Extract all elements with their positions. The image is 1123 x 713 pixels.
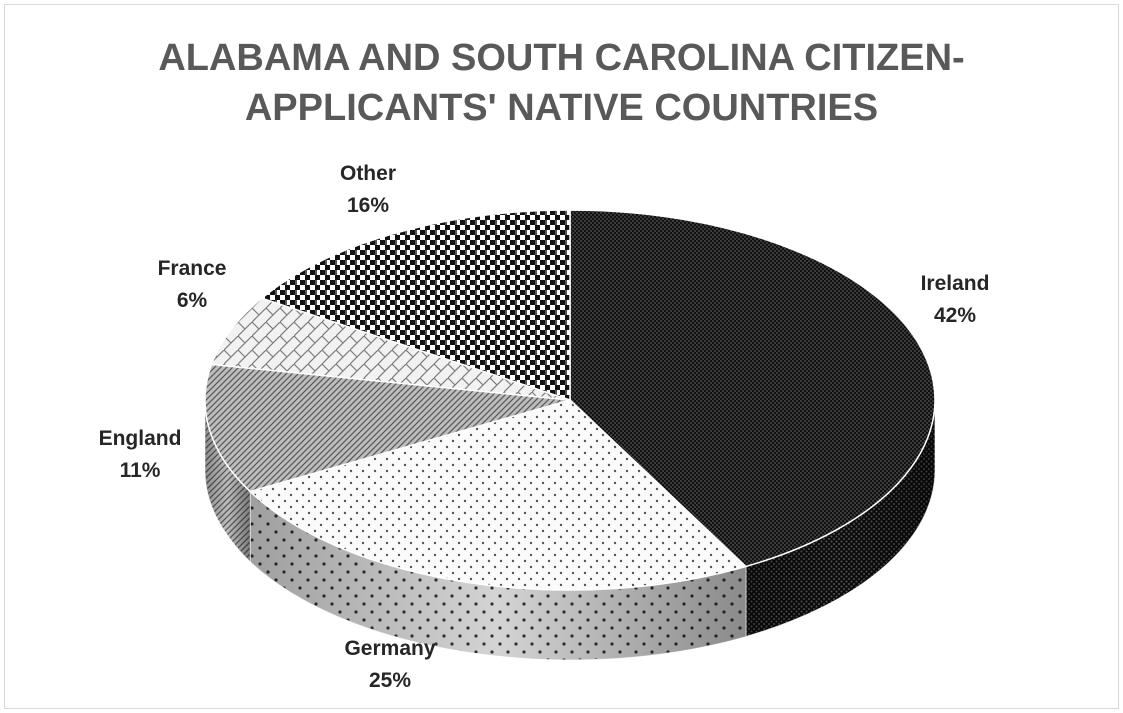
pie-slice-ireland — [569, 209, 936, 568]
pie-side-shade-germany — [250, 491, 746, 661]
slice-label-germany: Germany — [344, 637, 435, 660]
chart-title: ALABAMA AND SOUTH CAROLINA CITIZEN- APPL… — [5, 33, 1118, 133]
pie-labels: Ireland 42% Germany 25% England 11% France 6% Ot… — [99, 162, 990, 692]
slice-percent-france: 6% — [177, 289, 208, 312]
pie-slice-england — [204, 363, 571, 493]
pie-side-shade-ireland — [745, 400, 935, 637]
slice-label-other: Other — [340, 162, 396, 185]
slice-percent-other: 16% — [347, 194, 389, 217]
slice-percent-germany: 25% — [369, 669, 411, 692]
pie-slice-france — [210, 297, 571, 401]
pie-slice-germany — [248, 399, 748, 591]
slice-label-france: France — [158, 257, 227, 280]
slice-label-ireland: Ireland — [921, 272, 990, 295]
pie-side-walls — [204, 399, 936, 661]
pie-top-faces — [204, 209, 936, 591]
slice-percent-england: 11% — [120, 459, 161, 482]
chart-title-line-2: APPLICANTS' NATIVE COUNTRIES — [244, 87, 879, 129]
slice-label-england: England — [99, 427, 182, 450]
slice-percent-ireland: 42% — [934, 304, 976, 327]
chart-title-line-1: ALABAMA AND SOUTH CAROLINA CITIZEN- — [158, 37, 965, 79]
pie-side-shade-england — [205, 400, 251, 562]
pie-slice-other — [260, 209, 571, 402]
